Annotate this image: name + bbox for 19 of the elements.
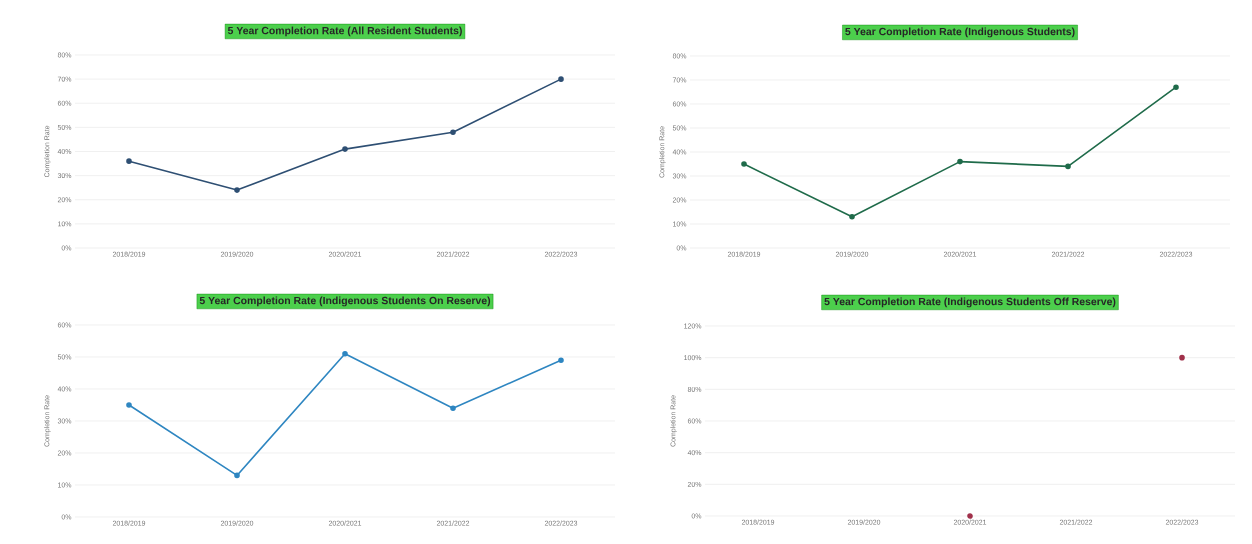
point	[1065, 163, 1071, 170]
point	[342, 146, 348, 152]
point	[450, 129, 456, 135]
point	[741, 161, 747, 167]
chart-title: 5 Year Completion Rate (All Resident Students)	[227, 26, 462, 37]
chart-title: 5 Year Completion Rate (Indigenous Students On Reserve)	[199, 296, 491, 307]
point	[234, 472, 240, 479]
point	[558, 357, 564, 363]
point	[1173, 84, 1179, 90]
point	[849, 214, 855, 220]
point	[126, 158, 132, 164]
chart-title: 5 Year Completion Rate (Indigenous Students Off Reserve)	[824, 297, 1116, 308]
point	[558, 76, 564, 82]
point	[126, 402, 132, 408]
chart-title: 5 Year Completion Rate (Indigenous Students)	[845, 27, 1075, 38]
point	[342, 351, 348, 357]
point	[234, 187, 240, 193]
point	[450, 405, 456, 411]
point	[957, 158, 963, 165]
